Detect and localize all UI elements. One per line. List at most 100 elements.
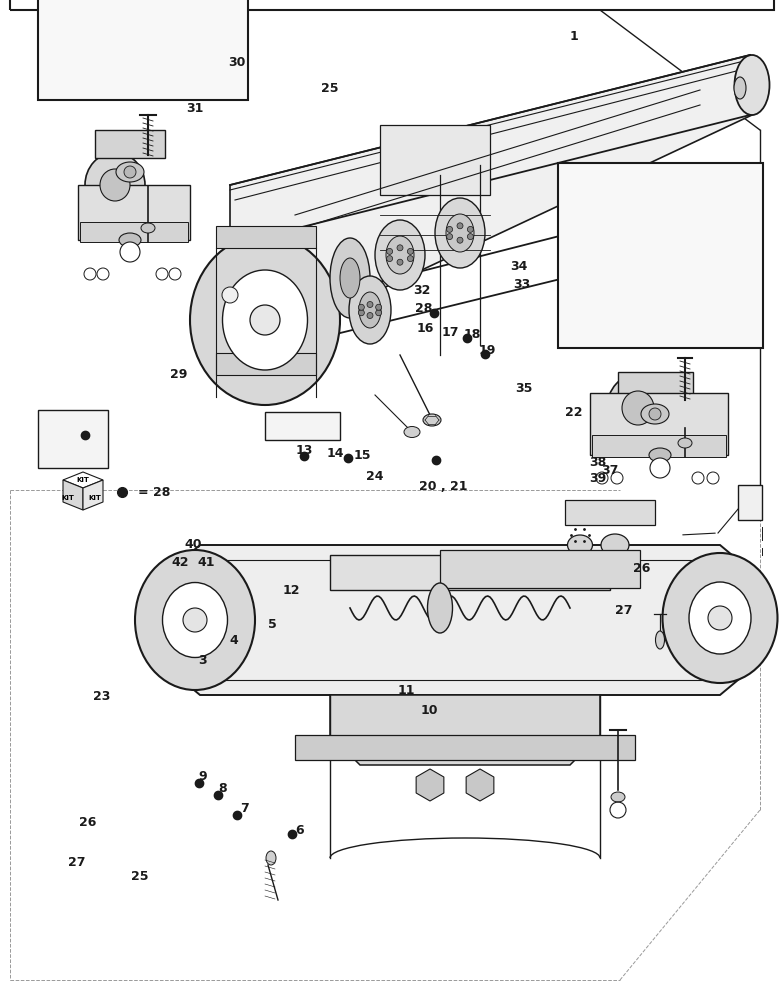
- Text: KIT: KIT: [89, 495, 101, 501]
- Ellipse shape: [190, 235, 340, 405]
- Bar: [558, 163, 763, 348]
- Text: 25: 25: [321, 82, 338, 95]
- Text: 4: 4: [229, 634, 238, 647]
- Ellipse shape: [622, 391, 654, 425]
- Circle shape: [376, 304, 382, 310]
- Text: 42: 42: [172, 556, 189, 568]
- Ellipse shape: [266, 851, 276, 865]
- Bar: [380, 125, 490, 195]
- Text: 23: 23: [93, 690, 111, 704]
- Ellipse shape: [85, 152, 145, 218]
- Ellipse shape: [162, 582, 227, 658]
- Circle shape: [611, 472, 623, 484]
- Polygon shape: [83, 480, 103, 510]
- Circle shape: [358, 304, 365, 310]
- Ellipse shape: [662, 553, 778, 683]
- Circle shape: [97, 268, 109, 280]
- Text: 5: 5: [268, 618, 278, 632]
- Circle shape: [358, 310, 365, 316]
- Circle shape: [708, 606, 732, 630]
- Ellipse shape: [734, 77, 746, 99]
- Text: 7: 7: [240, 802, 249, 814]
- Text: 32: 32: [413, 284, 430, 297]
- Ellipse shape: [375, 220, 425, 290]
- Text: 38: 38: [589, 456, 606, 468]
- Text: 1: 1: [569, 29, 579, 42]
- Ellipse shape: [601, 534, 629, 556]
- Bar: [80, 222, 188, 242]
- Ellipse shape: [141, 223, 155, 233]
- Ellipse shape: [386, 236, 414, 274]
- Text: 41: 41: [198, 556, 215, 568]
- Ellipse shape: [359, 292, 381, 328]
- Polygon shape: [330, 695, 600, 765]
- Bar: [590, 393, 728, 455]
- Text: 26: 26: [633, 561, 650, 574]
- Text: 25: 25: [131, 869, 148, 882]
- Text: 30: 30: [228, 55, 245, 68]
- Bar: [38, 0, 248, 100]
- Ellipse shape: [641, 404, 669, 424]
- Circle shape: [692, 472, 704, 484]
- Polygon shape: [63, 472, 103, 488]
- Text: 28: 28: [415, 302, 432, 314]
- Ellipse shape: [735, 55, 770, 115]
- Text: 11: 11: [397, 684, 415, 696]
- Polygon shape: [170, 545, 750, 695]
- Ellipse shape: [435, 198, 485, 268]
- Circle shape: [250, 305, 280, 335]
- Text: 34: 34: [510, 259, 528, 272]
- Circle shape: [457, 237, 463, 243]
- Text: 40: 40: [184, 538, 201, 552]
- Text: 22: 22: [565, 406, 583, 420]
- Ellipse shape: [100, 169, 130, 201]
- Circle shape: [387, 248, 393, 254]
- Text: 27: 27: [615, 603, 633, 616]
- Circle shape: [183, 608, 207, 632]
- Text: 18: 18: [463, 328, 481, 341]
- Text: 20 , 21: 20 , 21: [419, 481, 468, 493]
- Text: 15: 15: [354, 449, 371, 462]
- Ellipse shape: [423, 414, 441, 426]
- Ellipse shape: [649, 448, 671, 462]
- Text: KIT: KIT: [62, 495, 74, 501]
- Circle shape: [376, 310, 382, 316]
- Bar: [95, 130, 165, 158]
- Ellipse shape: [349, 276, 391, 344]
- Circle shape: [650, 458, 670, 478]
- Ellipse shape: [223, 270, 307, 370]
- Text: 14: 14: [327, 447, 344, 460]
- Text: 27: 27: [68, 856, 85, 868]
- Bar: [265, 412, 340, 440]
- Text: 31: 31: [186, 102, 203, 114]
- Text: 9: 9: [198, 770, 207, 782]
- Text: 37: 37: [601, 464, 619, 477]
- Bar: [330, 555, 610, 590]
- Circle shape: [707, 472, 719, 484]
- Text: 26: 26: [79, 815, 96, 828]
- Circle shape: [156, 268, 168, 280]
- Bar: [440, 550, 640, 588]
- Text: 19: 19: [479, 344, 496, 357]
- Circle shape: [387, 256, 393, 262]
- Ellipse shape: [340, 258, 360, 298]
- Text: = 28: = 28: [138, 486, 170, 498]
- Ellipse shape: [568, 535, 593, 555]
- Polygon shape: [230, 55, 752, 360]
- Ellipse shape: [655, 631, 665, 649]
- Circle shape: [467, 234, 474, 240]
- Circle shape: [596, 472, 608, 484]
- Text: 10: 10: [421, 704, 438, 716]
- Ellipse shape: [611, 792, 625, 802]
- Bar: [216, 226, 316, 248]
- Circle shape: [367, 302, 373, 308]
- Bar: [295, 735, 635, 760]
- Text: 16: 16: [416, 322, 434, 335]
- Text: 39: 39: [589, 473, 606, 486]
- Text: 24: 24: [366, 470, 383, 483]
- Circle shape: [447, 226, 452, 232]
- Ellipse shape: [135, 550, 255, 690]
- Polygon shape: [63, 480, 83, 510]
- Ellipse shape: [116, 162, 144, 182]
- Ellipse shape: [427, 583, 452, 633]
